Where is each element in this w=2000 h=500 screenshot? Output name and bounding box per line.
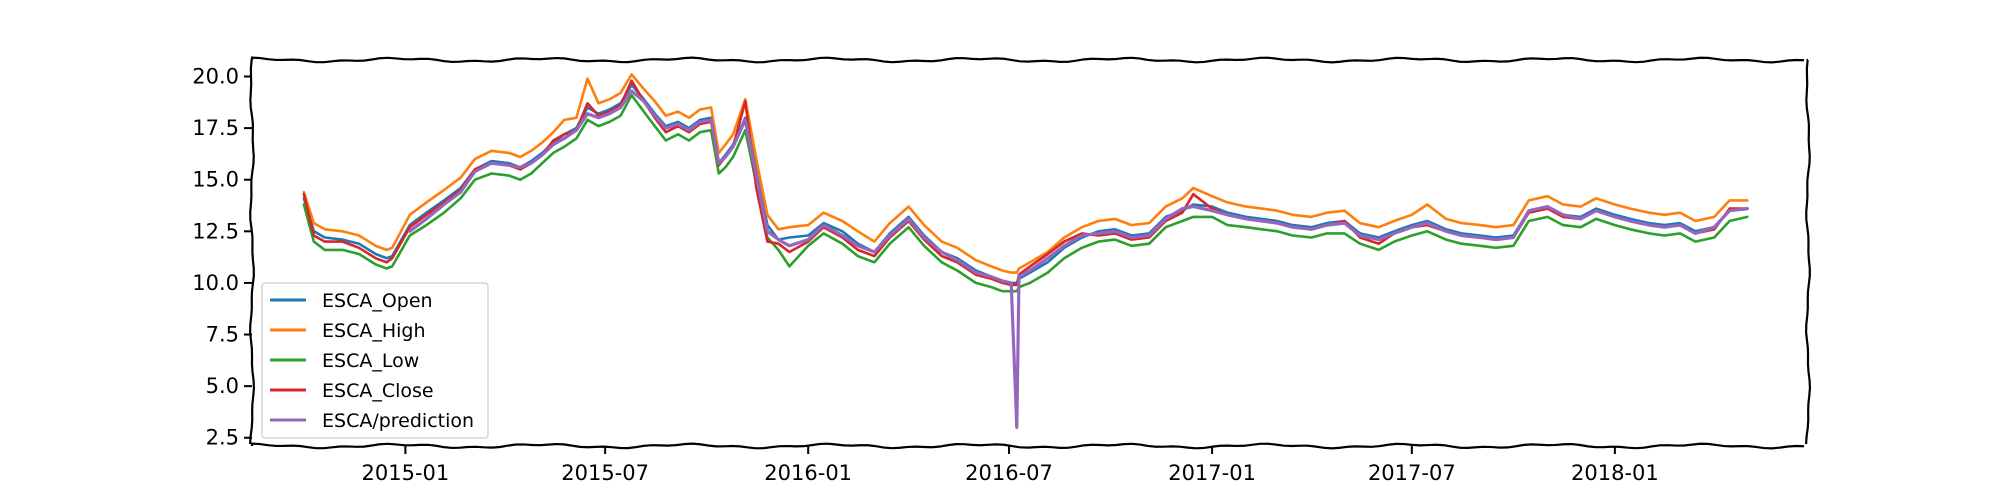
series-line-esca-close: [302, 79, 1749, 287]
legend-label: ESCA_Open: [322, 290, 433, 312]
legend-label: ESCA_High: [322, 320, 426, 342]
series-line-esca-open: [302, 83, 1749, 285]
y-tick-label: 17.5: [192, 116, 239, 140]
series-line-esca-prediction: [408, 89, 1749, 429]
x-tick-label: 2015-07: [561, 461, 649, 485]
series-layer: [302, 73, 1749, 429]
y-tick-label: 15.0: [192, 168, 239, 192]
legend-label: ESCA/prediction: [322, 410, 474, 432]
legend: ESCA_Open ESCA_High ESCA_Low ESCA_Close ESCA…: [261, 282, 489, 439]
x-tick-label: 2015-01: [362, 461, 450, 485]
y-tick-label: 5.0: [206, 374, 239, 398]
y-tick-label: 10.0: [192, 271, 239, 295]
x-tick-label: 2017-01: [1168, 461, 1256, 485]
y-tick-label: 2.5: [206, 426, 239, 450]
frame-left: [248, 58, 256, 445]
plot-frame: [248, 56, 1812, 450]
legend-items: ESCA_Open ESCA_High ESCA_Low ESCA_Close ESCA…: [270, 290, 474, 432]
x-tick-label: 2016-07: [965, 461, 1053, 485]
legend-label: ESCA_Low: [322, 350, 419, 372]
x-tick-label: 2018-01: [1571, 461, 1659, 485]
y-tick-label: 12.5: [192, 219, 239, 243]
y-axis: 2.5 5.0 7.5 10.0 12.5 15.0 17.5 20.0: [192, 65, 252, 450]
legend-box: [261, 282, 489, 439]
frame-right: [1804, 58, 1812, 445]
series-line-esca-high: [302, 73, 1749, 274]
frame-top: [250, 56, 1805, 64]
series-line-esca-low: [302, 93, 1749, 293]
frame-bottom: [250, 442, 1805, 450]
legend-label: ESCA_Close: [322, 380, 434, 402]
x-axis: 2015-01 2015-07 2016-01 2016-07 2017-01 2017-…: [362, 446, 1659, 485]
y-tick-label: 7.5: [206, 323, 239, 347]
y-tick-label: 20.0: [192, 65, 239, 89]
x-tick-label: 2016-01: [764, 461, 852, 485]
x-tick-label: 2017-07: [1368, 461, 1456, 485]
